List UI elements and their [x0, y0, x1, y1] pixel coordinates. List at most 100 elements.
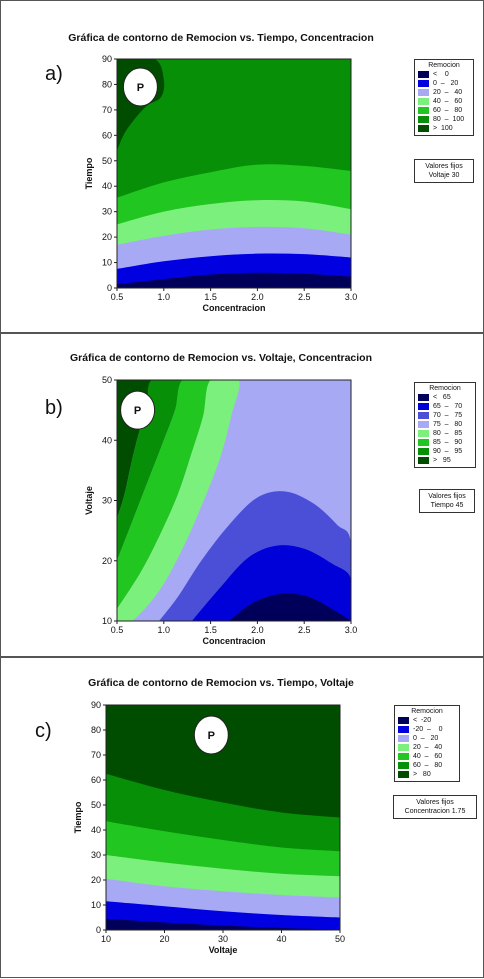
x-tick-label-a-3: 2.0: [251, 292, 264, 302]
legend-entry-c-5: 60 – 80: [398, 761, 456, 770]
legend-swatch-a-6: [418, 125, 429, 132]
legend-entry-a-2: 20 – 40: [418, 88, 470, 97]
legend-swatch-c-3: [398, 744, 409, 751]
legend-entry-c-1: -20 – 0: [398, 725, 456, 734]
y-tick-label-c-7: 70: [91, 750, 101, 760]
y-tick-label-a-8: 80: [102, 79, 112, 89]
legend-swatch-c-6: [398, 771, 409, 778]
legend-entry-b-1: 65 – 70: [418, 402, 472, 411]
legend-entry-b-7: > 95: [418, 456, 472, 465]
contour-fill-a: [117, 59, 351, 288]
legend-label-c-2: 0 – 20: [413, 735, 439, 742]
y-axis-label-b: Voltaje: [84, 486, 94, 515]
y-tick-label-c-0: 0: [96, 925, 101, 935]
y-tick-label-c-5: 50: [91, 800, 101, 810]
x-tick-label-a-2: 1.5: [204, 292, 217, 302]
fixed-values-text-b: Tiempo 45: [430, 502, 464, 509]
y-tick-label-a-0: 0: [107, 283, 112, 293]
legend-label-c-1: -20 – 0: [413, 726, 443, 733]
contour-panel-a: 0.5 1.0 1.5 2.0 2.5 3.0 0 10 20 30 40 50 60 70 80 90 Con…: [0, 0, 484, 333]
legend-label-a-3: 40 – 60: [433, 98, 463, 105]
panel-label-b: b): [45, 397, 63, 419]
legend-swatch-b-2: [418, 412, 429, 419]
contour-panel-c: 10 20 30 40 50 0 10 20 30 40 50 60 70 80 90 Voltaje Tiem…: [0, 657, 484, 978]
y-tick-label-c-4: 40: [91, 825, 101, 835]
y-tick-label-b-1: 20: [102, 556, 112, 566]
legend-label-b-1: 65 – 70: [433, 403, 463, 410]
x-tick-label-a-0: 0.5: [111, 292, 124, 302]
x-tick-label-c-2: 30: [218, 934, 228, 944]
legend-swatch-a-1: [418, 80, 429, 87]
legend-swatch-a-0: [418, 71, 429, 78]
legend-entry-c-6: > 80: [398, 770, 456, 779]
legend-label-b-7: > 95: [433, 457, 451, 464]
legend-title-b: Remocion: [429, 385, 461, 392]
y-tick-label-b-0: 10: [102, 616, 112, 626]
contour-band-a-5: [117, 59, 351, 198]
legend-entry-b-4: 80 – 85: [418, 429, 472, 438]
legend-swatch-b-4: [418, 430, 429, 437]
legend-swatch-b-7: [418, 457, 429, 464]
y-tick-label-a-4: 40: [102, 181, 112, 191]
x-tick-label-a-4: 2.5: [298, 292, 311, 302]
contour-region-b-7: [229, 593, 351, 621]
x-tick-label-b-2: 1.5: [204, 625, 217, 635]
fixed-values-label-b: Valores fijos: [428, 493, 466, 500]
y-axis-label-a: Tiempo: [84, 157, 94, 189]
plot-frame-a: [116, 58, 352, 289]
legend-c: Remocion < -20 -20 – 0 0 – 20 20 – 40 40 – 60…: [394, 705, 460, 782]
x-tick-label-a-1: 1.0: [158, 292, 171, 302]
x-tick-label-b-4: 2.5: [298, 625, 311, 635]
legend-swatch-b-0: [418, 394, 429, 401]
legend-entry-b-6: 90 – 95: [418, 447, 472, 456]
x-tick-label-c-3: 40: [276, 934, 286, 944]
legend-label-c-5: 60 – 80: [413, 762, 443, 769]
contour-chart-a: 0.5 1.0 1.5 2.0 2.5 3.0 0 10 20 30 40 50 60 70 80 90 Con…: [84, 54, 357, 313]
y-tick-label-a-7: 70: [102, 105, 112, 115]
legend-swatch-c-1: [398, 726, 409, 733]
contour-region-b-4: [342, 380, 351, 435]
y-tick-label-c-8: 80: [91, 725, 101, 735]
legend-entry-a-4: 60 – 80: [418, 106, 470, 115]
x-tick-label-b-3: 2.0: [251, 625, 264, 635]
optimum-marker-label-b: P: [134, 405, 141, 417]
legend-label-a-0: < 0: [433, 71, 449, 78]
contour-chart-c: 10 20 30 40 500102030405060708090VoltajeTiem…: [73, 700, 345, 955]
x-axis-label-a: Concentracion: [202, 303, 265, 313]
y-axis-label-c: Tiempo: [73, 801, 83, 833]
legend-label-a-4: 60 – 80: [433, 107, 463, 114]
fixed-values-box-a: Valores fijos Voltaje 30: [414, 159, 474, 183]
y-tick-label-c-1: 10: [91, 900, 101, 910]
legend-label-b-2: 70 – 75: [433, 412, 463, 419]
legend-swatch-c-2: [398, 735, 409, 742]
legend-entry-b-0: < 65: [418, 393, 472, 402]
legend-entry-b-5: 85 – 90: [418, 438, 472, 447]
contour-panel-b: 0.5 1.0 1.5 2.0 2.5 3.0 10 20 30 40 50 Concentracio…: [0, 333, 484, 657]
legend-entry-c-0: < -20: [398, 716, 456, 725]
y-tick-label-b-4: 50: [102, 375, 112, 385]
optimum-marker-label-c: P: [208, 730, 215, 742]
contour-region-b-3: [117, 380, 240, 621]
legend-swatch-c-0: [398, 717, 409, 724]
legend-entry-c-2: 0 – 20: [398, 734, 456, 743]
legend-label-b-3: 75 – 80: [433, 421, 463, 428]
legend-label-c-6: > 80: [413, 771, 431, 778]
legend-entry-a-1: 0 – 20: [418, 79, 470, 88]
legend-title-c: Remocion: [411, 708, 443, 715]
contour-band-c-6: [106, 705, 340, 818]
y-tick-label-b-2: 30: [102, 496, 112, 506]
legend-a: Remocion < 0 0 – 20 20 – 40 40 – 60 60 – 80 80…: [414, 59, 474, 136]
optimum-marker-c: [193, 715, 229, 755]
legend-label-b-4: 80 – 85: [433, 430, 463, 437]
y-tick-label-a-6: 60: [102, 130, 112, 140]
x-tick-label-b-5: 3.0: [345, 625, 358, 635]
fixed-values-text-a: Voltaje 30: [428, 172, 460, 179]
chart-title-b: Gráfica de contorno de Remocion vs. Volt…: [69, 352, 373, 364]
legend-label-b-5: 85 – 90: [433, 439, 463, 446]
legend-entry-a-3: 40 – 60: [418, 97, 470, 106]
legend-b: Remocion < 65 65 – 70 70 – 75 75 – 80 80 – 85…: [414, 382, 476, 468]
legend-swatch-c-4: [398, 753, 409, 760]
x-axis-label-b: Concentracion: [202, 636, 265, 646]
legend-entry-c-3: 20 – 40: [398, 743, 456, 752]
contour-region-b-2: [117, 380, 212, 609]
